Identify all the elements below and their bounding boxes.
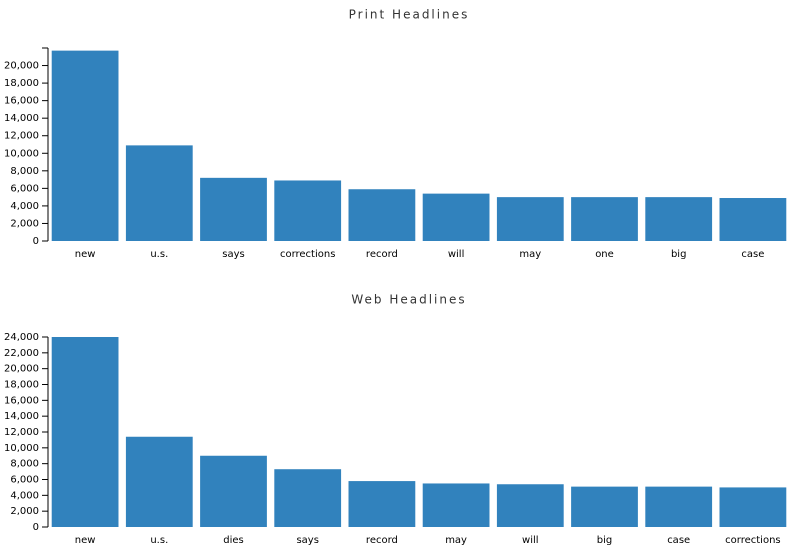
y-tick-label: 10,000 — [4, 148, 39, 159]
x-tick-label: case — [741, 249, 764, 260]
y-tick-label: 22,000 — [4, 348, 39, 359]
x-tick-label: new — [75, 249, 96, 260]
y-tick-label: 16,000 — [4, 395, 39, 406]
y-tick-label: 14,000 — [4, 411, 39, 422]
bar — [422, 483, 490, 527]
x-tick-label: may — [519, 249, 541, 260]
x-tick-label: record — [366, 535, 398, 546]
x-tick-label: case — [667, 535, 690, 546]
bar — [719, 198, 787, 241]
y-tick-label: 6,000 — [10, 475, 39, 486]
y-tick-label: 10,000 — [4, 443, 39, 454]
x-tick-label: may — [445, 535, 467, 546]
bar — [422, 193, 490, 241]
bar — [200, 177, 267, 241]
y-tick-label: 20,000 — [4, 364, 39, 375]
x-tick-label: big — [597, 535, 612, 546]
x-tick-label: one — [595, 249, 614, 260]
bar — [571, 486, 638, 527]
y-tick-label: 0 — [33, 522, 39, 533]
y-tick-label: 8,000 — [10, 459, 39, 470]
bar — [348, 189, 416, 241]
bar — [645, 486, 713, 527]
y-tick-label: 4,000 — [10, 201, 39, 212]
x-tick-label: says — [296, 535, 318, 546]
x-tick-label: dies — [223, 535, 244, 546]
bar — [719, 487, 787, 527]
x-tick-label: corrections — [725, 535, 780, 546]
bar — [200, 455, 267, 527]
bar — [496, 484, 564, 527]
x-tick-label: record — [366, 249, 398, 260]
y-tick-label: 18,000 — [4, 380, 39, 391]
x-tick-label: big — [671, 249, 686, 260]
chart-title: Print Headlines — [349, 8, 470, 22]
y-tick-label: 6,000 — [10, 183, 39, 194]
y-tick-label: 14,000 — [4, 113, 39, 124]
bar — [125, 145, 193, 241]
y-tick-label: 16,000 — [4, 96, 39, 107]
bar — [496, 197, 564, 241]
y-tick-label: 20,000 — [4, 61, 39, 72]
bar — [51, 337, 119, 527]
x-tick-label: corrections — [280, 249, 335, 260]
x-tick-label: new — [75, 535, 96, 546]
bar — [51, 50, 119, 241]
y-tick-label: 2,000 — [10, 506, 39, 517]
y-tick-label: 2,000 — [10, 218, 39, 229]
y-tick-label: 12,000 — [4, 131, 39, 142]
bar — [274, 469, 342, 527]
y-tick-label: 18,000 — [4, 78, 39, 89]
bar — [645, 197, 713, 241]
bar — [348, 481, 416, 527]
bar — [274, 180, 342, 241]
y-tick-label: 0 — [33, 236, 39, 247]
x-tick-label: will — [448, 249, 465, 260]
x-tick-label: says — [222, 249, 244, 260]
chart-title: Web Headlines — [351, 293, 466, 307]
y-tick-label: 4,000 — [10, 490, 39, 501]
x-tick-label: will — [522, 535, 539, 546]
x-tick-label: u.s. — [150, 535, 168, 546]
x-tick-label: u.s. — [150, 249, 168, 260]
bar — [125, 436, 193, 527]
bar — [571, 197, 638, 241]
y-tick-label: 8,000 — [10, 166, 39, 177]
y-tick-label: 24,000 — [4, 332, 39, 343]
y-tick-label: 12,000 — [4, 427, 39, 438]
